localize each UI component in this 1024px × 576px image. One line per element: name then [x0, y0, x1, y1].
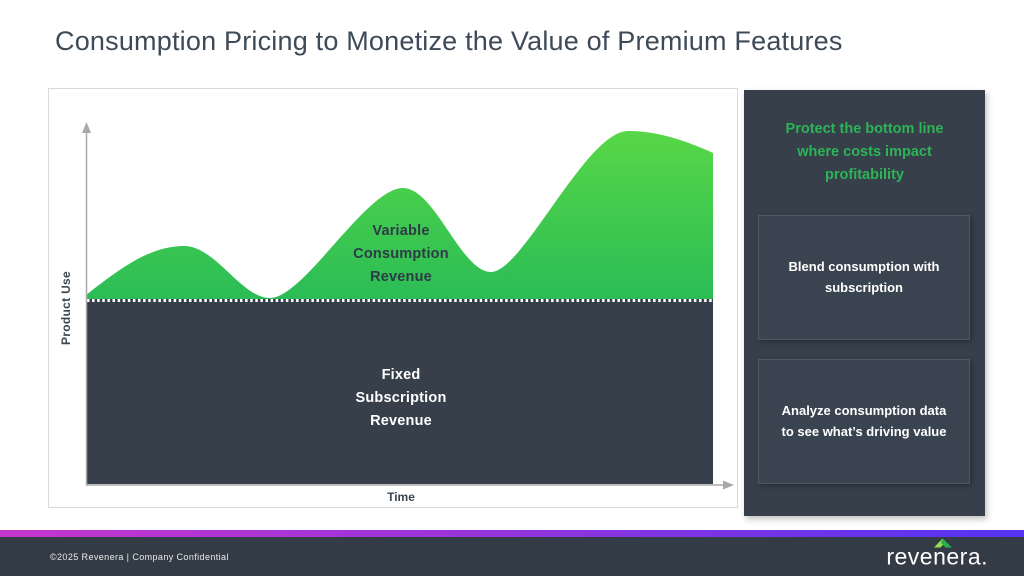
- fixed-label-line: Fixed: [381, 367, 421, 383]
- sidebar-card-analyze: Analyze consumption data to see what’s d…: [758, 359, 970, 484]
- y-axis-arrowhead-icon: [82, 122, 91, 133]
- sidebar-panel: Protect the bottom line where costs impa…: [744, 90, 985, 516]
- footer-bar: ©2025 Revenera | Company Confidential re…: [0, 537, 1024, 576]
- fixed-label-line: Revenue: [370, 413, 432, 429]
- fixed-label-line: Subscription: [355, 390, 447, 406]
- sidebar-heading: Protect the bottom line where costs impa…: [785, 121, 944, 184]
- consumption-area-chart: [82, 122, 734, 490]
- sidebar-card-label: Blend consumption with subscription: [788, 259, 940, 295]
- copyright-text: ©2025 Revenera | Company Confidential: [50, 551, 229, 562]
- variable-consumption-label: Variable Consumption Revenue: [311, 220, 491, 289]
- y-axis-label: Product Use: [59, 271, 73, 345]
- logo-wordmark: revenera.: [886, 543, 988, 569]
- revenera-logo: revenera.: [886, 538, 988, 570]
- accent-gradient-bar: [0, 530, 1024, 537]
- variable-label-line: Consumption: [353, 246, 449, 262]
- x-axis-label: Time: [387, 490, 415, 504]
- variable-label-line: Revenue: [370, 269, 432, 285]
- slide-title: Consumption Pricing to Monetize the Valu…: [55, 26, 843, 56]
- revenera-leaf-icon: [934, 538, 953, 547]
- fixed-subscription-area: [86, 299, 713, 484]
- fixed-subscription-label: Fixed Subscription Revenue: [311, 364, 491, 433]
- chart-panel: Product Use Time Variable Consumption Re…: [48, 88, 738, 508]
- sidebar-card-label: Analyze consumption data to see what’s d…: [781, 403, 947, 439]
- sidebar-card-blend: Blend consumption with subscription: [758, 215, 970, 340]
- variable-consumption-area: [86, 131, 713, 301]
- variable-label-line: Variable: [372, 223, 430, 239]
- x-axis-arrowhead-icon: [723, 480, 734, 490]
